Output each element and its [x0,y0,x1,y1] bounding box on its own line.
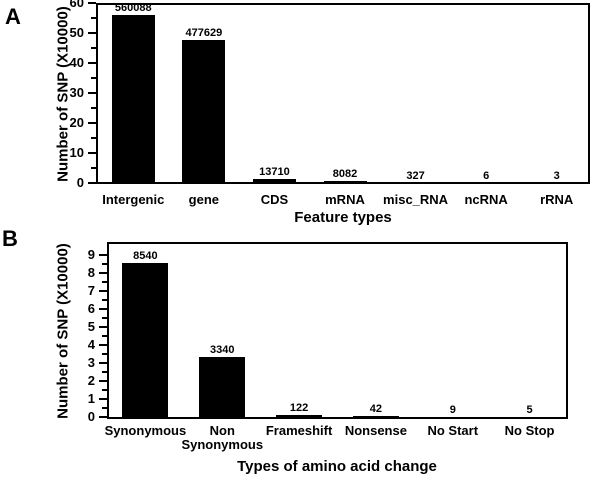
bar-value-label-ncrna: 6 [483,169,490,182]
bar-intergenic [111,14,155,183]
bar-synonymous [122,263,169,417]
y-axis-major-tick [99,290,107,292]
y-axis-major-tick [99,308,107,310]
y-axis-major-tick [88,92,96,94]
bar-value-label-synonymous: 8540 [133,250,158,263]
panel-b-label: B [2,226,18,251]
x-category-label-no-stop: No Stop [504,423,555,438]
bar-mrna [323,180,367,183]
bar-value-label-nonsense: 42 [369,403,383,416]
y-axis-tick-label: 7 [87,283,95,298]
bar-value-label-rrna: 3 [553,169,560,182]
y-axis-major-tick [99,272,107,274]
y-axis-tick-label: 3 [87,355,95,370]
y-axis-tick-label: 9 [87,247,95,262]
y-axis-minor-tick [102,371,107,373]
bar-value-label-gene: 477629 [185,26,223,39]
y-axis-tick-label: 6 [87,301,95,316]
x-category-label-misc-rna: misc_RNA [383,192,449,207]
panel-a-plot-area [96,3,590,184]
x-category-label-ncrna: ncRNA [464,192,508,207]
bar-value-label-frameshift: 122 [289,401,309,414]
bar-value-label-cds: 13710 [259,165,290,178]
y-axis-minor-tick [91,137,96,139]
y-axis-minor-tick [102,389,107,391]
y-axis-tick-label: 30 [69,85,84,100]
bar-nonsense [352,416,399,417]
bar-value-label-intergenic: 560088 [114,1,152,14]
y-axis-tick-label: 20 [69,115,84,130]
y-axis-tick-label: 50 [69,25,84,40]
y-axis-minor-tick [102,335,107,337]
bar-value-label-no-stop: 5 [526,403,533,416]
y-axis-major-tick [88,182,96,184]
y-axis-minor-tick [91,77,96,79]
x-category-label-intergenic: Intergenic [102,192,165,207]
y-axis-major-tick [88,2,96,4]
y-axis-tick-label: 40 [69,55,84,70]
y-axis-tick-label: 4 [87,337,95,352]
bar-cds [252,178,296,183]
y-axis-minor-tick [102,281,107,283]
bar-value-label-non-synonymous: 3340 [210,343,235,356]
y-axis-tick-label: 0 [87,409,95,424]
y-axis-minor-tick [91,107,96,109]
y-axis-major-tick [99,398,107,400]
x-category-label-non-synonymous: Non Synonymous [181,423,264,452]
panel-a-label: A [5,4,21,29]
y-axis-minor-tick [102,317,107,319]
x-category-label-mrna: mRNA [325,192,365,207]
y-axis-tick-label: 60 [69,0,84,10]
y-axis-minor-tick [102,353,107,355]
y-axis-tick-label: 0 [76,175,84,190]
x-category-label-frameshift: Frameshift [265,423,333,438]
y-axis-major-tick [99,416,107,418]
y-axis-major-tick [99,380,107,382]
x-category-label-synonymous: Synonymous [104,423,187,438]
y-axis-tick-label: 5 [87,319,95,334]
y-axis-major-tick [99,254,107,256]
x-category-label-no-start: No Start [427,423,479,438]
bar-gene [182,39,226,183]
x-category-label-gene: gene [188,192,220,207]
y-axis-major-tick [88,32,96,34]
panel-a-x-axis-title: Feature types [294,209,392,226]
panel-b-x-axis-title: Types of amino acid change [237,458,437,475]
y-axis-major-tick [99,344,107,346]
bar-value-label-no-start: 9 [449,403,456,416]
bar-non-synonymous [199,356,246,417]
y-axis-minor-tick [102,407,107,409]
x-category-label-rrna: rRNA [540,192,574,207]
bar-value-label-mrna: 8082 [332,167,358,180]
panel-b-plot-area [107,242,568,419]
y-axis-tick-label: 8 [87,265,95,280]
y-axis-minor-tick [91,47,96,49]
y-axis-major-tick [99,326,107,328]
y-axis-minor-tick [91,17,96,19]
x-category-label-cds: CDS [260,192,289,207]
y-axis-major-tick [88,62,96,64]
y-axis-major-tick [88,122,96,124]
bar-value-label-misc-rna: 327 [406,169,425,182]
y-axis-tick-label: 10 [69,145,84,160]
y-axis-major-tick [88,152,96,154]
y-axis-tick-label: 2 [87,373,95,388]
bar-frameshift [276,414,323,417]
x-category-label-nonsense: Nonsense [344,423,407,438]
y-axis-minor-tick [91,167,96,169]
y-axis-tick-label: 1 [87,391,95,406]
y-axis-major-tick [99,362,107,364]
y-axis-minor-tick [102,299,107,301]
y-axis-minor-tick [102,263,107,265]
